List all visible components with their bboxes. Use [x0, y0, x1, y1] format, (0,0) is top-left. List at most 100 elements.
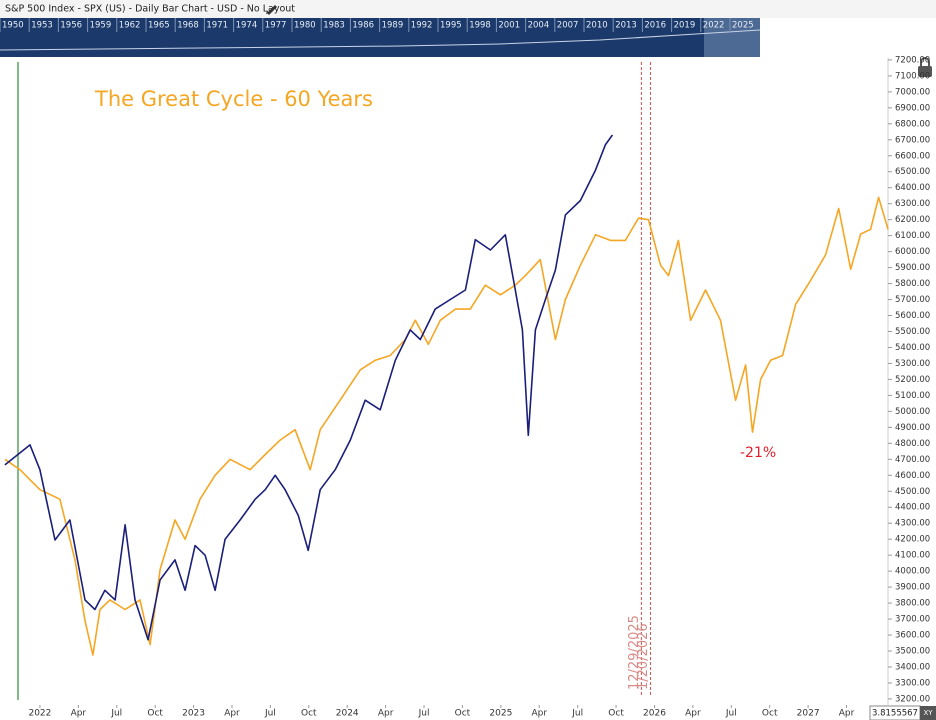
navigator-year: 1986: [352, 21, 374, 31]
y-tick-label: 5000.00: [895, 407, 930, 417]
navigator-year: 2016: [644, 21, 666, 31]
y-tick-label: 3400.00: [895, 662, 930, 672]
x-tick-label: 2025: [489, 709, 512, 719]
plot: 3200.00 3300.00 3400.00 3500.00 3600.00 3700.…: [4, 55, 930, 719]
navigator-year: 1995: [440, 21, 462, 31]
y-tick-label: 7000.00: [895, 87, 930, 97]
y-tick-label: 3300.00: [895, 678, 930, 688]
x-tick-label: Oct: [147, 709, 163, 719]
navigator-years: 1950 1953 1956 1959 1962 1965 1968 1971 1974 1977…: [0, 18, 754, 32]
y-tick-label: 6000.00: [895, 247, 930, 257]
navigator-year: 2001: [498, 21, 520, 31]
series-line: [4, 134, 614, 641]
x-tick-label: Jul: [571, 709, 583, 719]
navigator-year: 1983: [323, 21, 345, 31]
navigator-year: 1950: [2, 21, 24, 31]
navigator-year: 1953: [31, 21, 53, 31]
annotation: -21%: [740, 445, 776, 461]
y-tick-label: 3500.00: [895, 647, 930, 657]
lock-icon[interactable]: [918, 57, 932, 77]
y-tick-label: 5900.00: [895, 263, 930, 273]
navigator-year: 2007: [557, 21, 579, 31]
navigator-year: 1971: [206, 21, 228, 31]
x-tick-label: Oct: [608, 709, 624, 719]
event-label: 12/29/2025: [627, 615, 642, 690]
y-tick-label: 5600.00: [895, 311, 930, 321]
y-tick-label: 4000.00: [895, 567, 930, 577]
x-tick-label: Apr: [71, 709, 87, 719]
y-tick-label: 6500.00: [895, 167, 930, 177]
x-tick-label: Oct: [301, 709, 317, 719]
navigator-year: 1977: [265, 21, 287, 31]
x-tick-label: Oct: [762, 709, 778, 719]
edit-icon[interactable]: [266, 5, 277, 15]
navigator-window[interactable]: [704, 18, 760, 57]
x-tick-label: Jul: [110, 709, 122, 719]
y-tick-label: 3700.00: [895, 615, 930, 625]
navigator-year: 2025: [732, 21, 754, 31]
y-tick-label: 3900.00: [895, 583, 930, 593]
y-tick-label: 5500.00: [895, 327, 930, 337]
y-tick-label: 4600.00: [895, 471, 930, 481]
navigator-year: 1965: [148, 21, 170, 31]
y-tick-label: 4500.00: [895, 487, 930, 497]
navigator-line: [0, 29, 761, 51]
y-tick-label: 5800.00: [895, 279, 930, 289]
event-label: 1/20/2026: [636, 623, 651, 690]
y-tick-label: 6800.00: [895, 119, 930, 129]
price-tag-value: 3.8155567: [872, 709, 918, 719]
y-tick-label: 6400.00: [895, 183, 930, 193]
y-tick-label: 6300.00: [895, 199, 930, 209]
mode-button[interactable]: [920, 706, 936, 720]
y-tick-label: 7100.00: [895, 71, 930, 81]
navigator-year: 1956: [60, 21, 82, 31]
x-tick-label: Jul: [264, 709, 276, 719]
navigator-year: 1968: [177, 21, 199, 31]
x-tick-label: 2026: [643, 709, 666, 719]
navigator-year: 2004: [528, 21, 550, 31]
header-bar: [0, 0, 936, 18]
x-tick-label: Apr: [378, 709, 394, 719]
y-tick-label: 4800.00: [895, 439, 930, 449]
navigator-year: 1998: [469, 21, 491, 31]
y-tick-label: 4400.00: [895, 503, 930, 513]
x-tick-label: 2027: [797, 709, 820, 719]
y-tick-label: 4100.00: [895, 551, 930, 561]
y-tick-label: 6600.00: [895, 151, 930, 161]
navigator-year: 1962: [119, 21, 141, 31]
y-tick-label: 4300.00: [895, 519, 930, 529]
x-tick-label: Jul: [418, 709, 430, 719]
y-tick-label: 5200.00: [895, 375, 930, 385]
y-tick-label: 3200.00: [895, 694, 930, 704]
y-tick-label: 5700.00: [895, 295, 930, 305]
y-tick-label: 3600.00: [895, 631, 930, 641]
chart-title: The Great Cycle - 60 Years: [94, 87, 373, 111]
mode-label[interactable]: XY: [923, 709, 933, 717]
navigator-year: 2013: [615, 21, 637, 31]
x-tick-label: 2023: [182, 709, 205, 719]
x-tick-label: Apr: [685, 709, 701, 719]
navigator-year: 2019: [674, 21, 696, 31]
y-tick-label: 4200.00: [895, 535, 930, 545]
y-tick-label: 7200.00: [895, 55, 930, 65]
navigator-year: 1980: [294, 21, 316, 31]
x-tick-label: Jul: [725, 709, 737, 719]
navigator-year: 1989: [382, 21, 404, 31]
y-tick-label: 5300.00: [895, 359, 930, 369]
y-tick-label: 6700.00: [895, 135, 930, 145]
x-tick-label: Oct: [455, 709, 471, 719]
y-tick-label: 4900.00: [895, 423, 930, 433]
y-tick-label: 5100.00: [895, 391, 930, 401]
navigator-year: 2022: [703, 21, 725, 31]
navigator-year: 1992: [411, 21, 433, 31]
navigator-year: 1974: [236, 21, 258, 31]
header: S&P 500 Index - SPX (US) - Daily Bar Cha…: [5, 4, 295, 15]
y-tick-label: 3800.00: [895, 599, 930, 609]
y-tick-label: 6200.00: [895, 215, 930, 225]
y-tick-label: 6100.00: [895, 231, 930, 241]
navigator-year: 2010: [586, 21, 608, 31]
y-tick-label: 6900.00: [895, 103, 930, 113]
x-tick-label: Apr: [531, 709, 547, 719]
